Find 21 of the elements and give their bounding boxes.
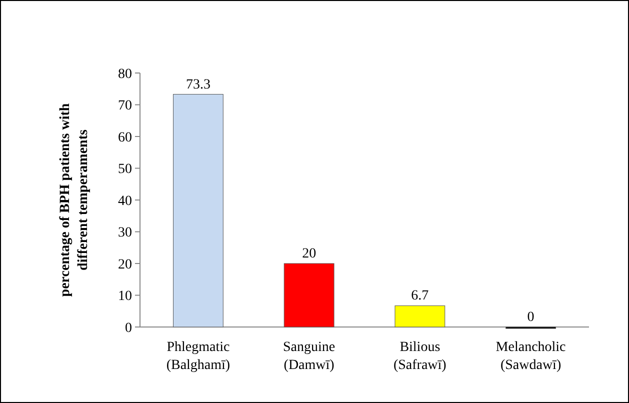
y-tick-label: 0 [125, 320, 132, 336]
data-label: 73.3 [186, 77, 210, 92]
bar [394, 305, 446, 328]
y-tick-label: 40 [118, 194, 132, 209]
y-axis-title: percentage of BPH patients with different temperaments [58, 103, 91, 297]
y-tick-label: 80 [118, 66, 132, 82]
data-label: 6.7 [411, 288, 429, 304]
bar [173, 94, 224, 328]
data-label: 20 [302, 246, 316, 262]
y-tick-label: 70 [118, 98, 132, 114]
x-tick-label: Sanguine (Damwī) [283, 340, 336, 373]
y-tick-label: 50 [118, 162, 132, 178]
x-tick-label: Phlegmatic (Balghamī) [166, 340, 230, 373]
data-label: 0 [527, 310, 534, 325]
y-tick-label: 10 [118, 289, 132, 304]
bar [284, 263, 334, 328]
y-tick-label: 30 [118, 226, 132, 241]
y-tick-label: 60 [118, 130, 132, 146]
y-tick-label: 20 [118, 257, 132, 272]
x-tick-label: Bilious (Safrawī) [393, 340, 447, 373]
x-tick-label: Melancholic (Sawdawī) [496, 340, 566, 373]
